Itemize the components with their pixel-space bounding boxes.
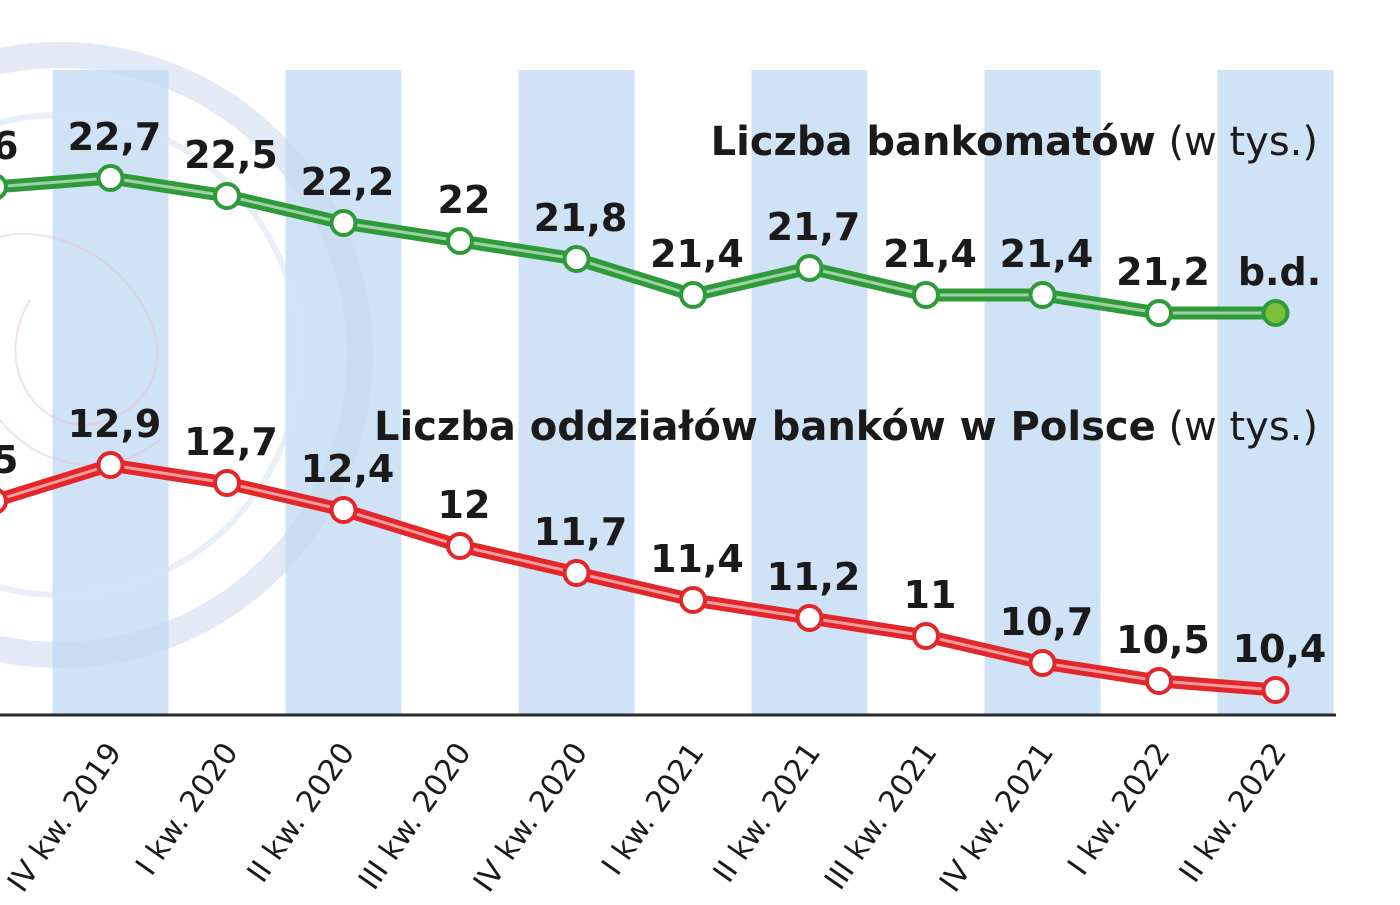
data-label: b.d. xyxy=(1238,250,1321,294)
x-tick-label: IV kw. 2019 xyxy=(1,737,129,899)
data-label: 21,2 xyxy=(1116,250,1210,294)
x-tick-label: III kw. 2021 xyxy=(818,737,945,897)
data-point xyxy=(329,209,358,237)
data-label: 11 xyxy=(904,573,957,617)
series-layer xyxy=(0,164,1290,704)
data-point xyxy=(1028,281,1057,309)
shaded-column xyxy=(1217,70,1334,715)
x-tick-label: II kw. 2022 xyxy=(1173,737,1294,890)
data-point xyxy=(446,227,474,255)
data-label: 12,7 xyxy=(184,420,278,464)
data-label: 21,4 xyxy=(650,232,744,276)
data-point xyxy=(1261,299,1290,327)
data-point xyxy=(1028,649,1057,677)
data-label: 10,5 xyxy=(1116,618,1210,662)
data-label: 22,2 xyxy=(301,160,395,204)
data-label: 21,4 xyxy=(1000,232,1094,276)
data-label: 12,4 xyxy=(301,447,395,491)
x-tick-label: II kw. 2020 xyxy=(241,737,362,890)
data-label: 21,4 xyxy=(883,232,977,276)
data-point xyxy=(562,245,591,273)
data-point xyxy=(795,604,824,632)
x-tick-label: IV kw. 2021 xyxy=(933,737,1061,899)
x-tick-label: II kw. 2021 xyxy=(707,737,828,890)
x-tick-label: IV kw. 2020 xyxy=(467,737,595,899)
data-point xyxy=(679,281,707,309)
data-point xyxy=(679,586,707,614)
series-line-highlight xyxy=(0,463,1276,692)
legend-branches: Liczba oddziałów banków w Polsce (w tys.… xyxy=(374,404,1318,450)
data-label: 12 xyxy=(438,483,491,527)
data-label: 22 xyxy=(438,178,491,222)
watermark-emblem xyxy=(0,42,373,668)
data-label: 21,7 xyxy=(767,205,861,249)
data-point xyxy=(329,496,358,524)
data-point xyxy=(562,559,591,587)
series-atm xyxy=(0,164,1290,327)
data-point xyxy=(213,182,241,210)
data-point xyxy=(213,469,241,497)
x-tick-label: III kw. 2020 xyxy=(352,737,479,897)
data-label: 10,4 xyxy=(1233,627,1327,671)
data-label: 11,4 xyxy=(650,537,744,581)
data-point xyxy=(1145,299,1173,327)
shaded-columns xyxy=(52,70,1334,715)
data-point xyxy=(912,281,940,309)
data-label: 22,5 xyxy=(184,133,278,177)
legend-atm: Liczba bankomatów (w tys.) xyxy=(711,119,1318,165)
data-point xyxy=(912,622,940,650)
series-branches xyxy=(0,451,1290,704)
data-point xyxy=(96,164,125,192)
shaded-column xyxy=(518,70,635,715)
data-label: 12,9 xyxy=(68,402,162,446)
data-label: 11,2 xyxy=(767,555,861,599)
data-point xyxy=(1145,667,1173,695)
data-label: 22,7 xyxy=(68,115,162,159)
data-label: ,5 xyxy=(0,438,18,482)
series-line-highlight xyxy=(0,176,1276,315)
data-label: 11,7 xyxy=(534,510,628,554)
x-tick-label: I kw. 2022 xyxy=(1061,737,1177,882)
data-point xyxy=(1261,676,1290,704)
x-tick-label: I kw. 2020 xyxy=(129,737,245,882)
data-point xyxy=(0,174,8,200)
shaded-column xyxy=(984,70,1101,715)
data-label: 10,7 xyxy=(1000,600,1094,644)
x-tick-label: I kw. 2021 xyxy=(595,737,711,882)
value-labels: ,6 22,7 22,5 22,2 22 21,8 21,4 21,7 21,4 21,4 21,2… xyxy=(0,115,1326,671)
data-label: 21,8 xyxy=(534,196,628,240)
data-label: ,6 xyxy=(0,124,18,168)
data-point xyxy=(795,254,824,282)
data-point xyxy=(0,488,8,514)
data-point xyxy=(446,532,474,560)
data-point xyxy=(96,451,125,479)
